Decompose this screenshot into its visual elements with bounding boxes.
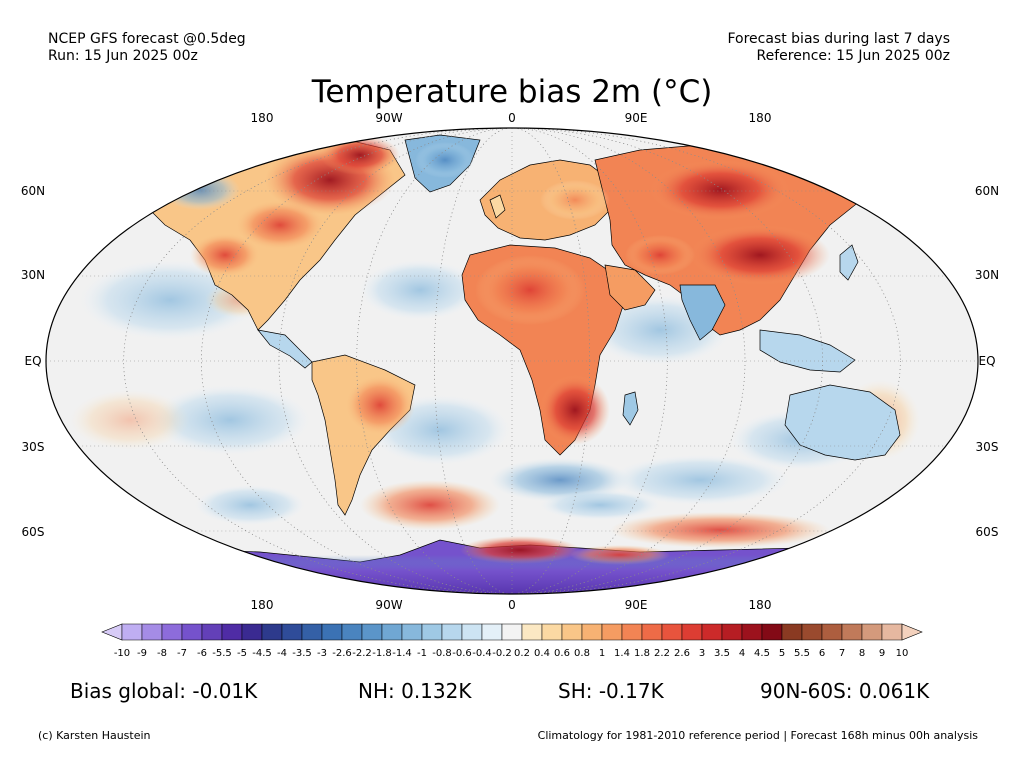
colorbar-tick-label: 4 bbox=[738, 648, 746, 659]
colorbar-tick-label: -9 bbox=[137, 648, 147, 659]
colorbar-tick-label: -10 bbox=[113, 648, 131, 659]
colorbar-tick-label: 1.8 bbox=[634, 648, 650, 659]
colorbar-tick-label: 3 bbox=[698, 648, 706, 659]
lat-label-right-eq: EQ bbox=[978, 354, 996, 368]
colorbar-tick-label: 2.2 bbox=[654, 648, 670, 659]
british-isles bbox=[489, 194, 506, 219]
colorbar-tick-label: 5.5 bbox=[794, 648, 810, 659]
colorbar-tick-label: -5 bbox=[237, 648, 247, 659]
lon-label-bottom-90w: 90W bbox=[375, 598, 403, 612]
colorbar-tick-label: 0.4 bbox=[534, 648, 550, 659]
lat-label-right-60s: 60S bbox=[975, 525, 999, 539]
lon-label-top-0: 0 bbox=[508, 111, 516, 125]
india bbox=[679, 284, 726, 341]
lat-label-left-30s: 30S bbox=[21, 440, 45, 454]
lat-label-right-30s: 30S bbox=[975, 440, 999, 454]
colorbar-tick-label: -1.4 bbox=[392, 648, 412, 659]
colorbar-tick-label: -0.4 bbox=[472, 648, 492, 659]
colorbar-tick-label: -2.6 bbox=[332, 648, 352, 659]
colorbar-tick-label: 2.6 bbox=[674, 648, 690, 659]
meridian-line bbox=[201, 128, 823, 594]
colorbar-tick-label: -3 bbox=[317, 648, 327, 659]
colorbar-tick-label: -0.6 bbox=[452, 648, 472, 659]
lon-label-top-90e: 90E bbox=[624, 111, 648, 125]
colorbar-tick-label: 0.2 bbox=[514, 648, 530, 659]
colorbar-tick-label: -1 bbox=[417, 648, 427, 659]
colorbar-tick-label: 6 bbox=[818, 648, 826, 659]
lat-label-left-eq: EQ bbox=[24, 354, 42, 368]
lat-label-left-30n: 30N bbox=[20, 268, 46, 282]
meridian-line bbox=[278, 128, 746, 594]
header-left: NCEP GFS forecast @0.5deg Run: 15 Jun 20… bbox=[48, 31, 246, 65]
colorbar-tick-label: -8 bbox=[157, 648, 167, 659]
lat-label-left-60s: 60S bbox=[21, 525, 45, 539]
antarctic-cold-band bbox=[46, 555, 978, 594]
colorbar-tick-label: -0.8 bbox=[432, 648, 452, 659]
polar-bias-stat: 90N-60S: 0.061K bbox=[760, 679, 930, 703]
colorbar-tick-label: 10 bbox=[895, 648, 909, 659]
colorbar-tick-label: 4.5 bbox=[754, 648, 770, 659]
colorbar-tick-label: -4 bbox=[277, 648, 287, 659]
lon-label-bottom-180w: 180 bbox=[250, 598, 274, 612]
madagascar bbox=[622, 391, 639, 426]
colorbar-tick-label: 5 bbox=[778, 648, 786, 659]
colorbar-tick-label: 0.6 bbox=[554, 648, 570, 659]
meridian-line bbox=[123, 128, 901, 594]
copyright-credit: (c) Karsten Haustein bbox=[38, 729, 151, 742]
lat-label-left-60n: 60N bbox=[20, 184, 46, 198]
run-label: Run: 15 Jun 2025 00z bbox=[48, 48, 198, 64]
globe-outline bbox=[45, 127, 979, 595]
colorbar-tick-label: 1 bbox=[598, 648, 606, 659]
colorbar-tick-label: 8 bbox=[858, 648, 866, 659]
maritime-southeast-asia bbox=[759, 329, 856, 373]
colorbar-tick-label: 3.5 bbox=[714, 648, 730, 659]
lon-label-top-180e: 180 bbox=[748, 111, 772, 125]
colorbar-tick-label: -2.2 bbox=[352, 648, 372, 659]
colorbar-tick-label: 0.8 bbox=[574, 648, 590, 659]
lon-label-bottom-90e: 90E bbox=[624, 598, 648, 612]
methodology-note: Climatology for 1981-2010 reference peri… bbox=[537, 729, 978, 742]
colorbar-tick-label: -1.8 bbox=[372, 648, 392, 659]
colorbar-tick-label: -5.5 bbox=[212, 648, 232, 659]
sh-bias-stat: SH: -0.17K bbox=[558, 679, 664, 703]
header-right: Forecast bias during last 7 days Referen… bbox=[727, 31, 950, 65]
colorbar-tick-label: -6 bbox=[197, 648, 207, 659]
graticule bbox=[46, 128, 978, 594]
bias-field bbox=[46, 128, 978, 594]
reference-label: Reference: 15 Jun 2025 00z bbox=[756, 48, 951, 64]
japan bbox=[839, 244, 859, 281]
map-title: Temperature bias 2m (°C) bbox=[311, 74, 713, 110]
global-bias-stat: Bias global: -0.01K bbox=[70, 679, 258, 703]
australia bbox=[784, 384, 901, 461]
nh-bias-stat: NH: 0.132K bbox=[358, 679, 472, 703]
meridian-line bbox=[434, 128, 590, 594]
lat-label-right-60n: 60N bbox=[974, 184, 1000, 198]
colorbar-tick-label: -0.2 bbox=[492, 648, 512, 659]
central-america bbox=[257, 329, 313, 369]
colorbar-tick-label: -3.5 bbox=[292, 648, 312, 659]
model-label: NCEP GFS forecast @0.5deg bbox=[48, 31, 246, 47]
colorbar-tick-label: 9 bbox=[878, 648, 886, 659]
lon-label-top-180w: 180 bbox=[250, 111, 274, 125]
colorbar-tick-label: -7 bbox=[177, 648, 187, 659]
lat-label-right-30n: 30N bbox=[974, 268, 1000, 282]
lon-label-bottom-180e: 180 bbox=[748, 598, 772, 612]
colorbar-tick-label: -4.5 bbox=[252, 648, 272, 659]
lon-label-bottom-0: 0 bbox=[508, 598, 516, 612]
colorbar-tick-label: 1.4 bbox=[614, 648, 630, 659]
lon-label-top-90w: 90W bbox=[375, 111, 403, 125]
colorbar-tick-label: 7 bbox=[838, 648, 846, 659]
bias-window-label: Forecast bias during last 7 days bbox=[727, 31, 950, 47]
arabian-peninsula bbox=[604, 264, 656, 311]
